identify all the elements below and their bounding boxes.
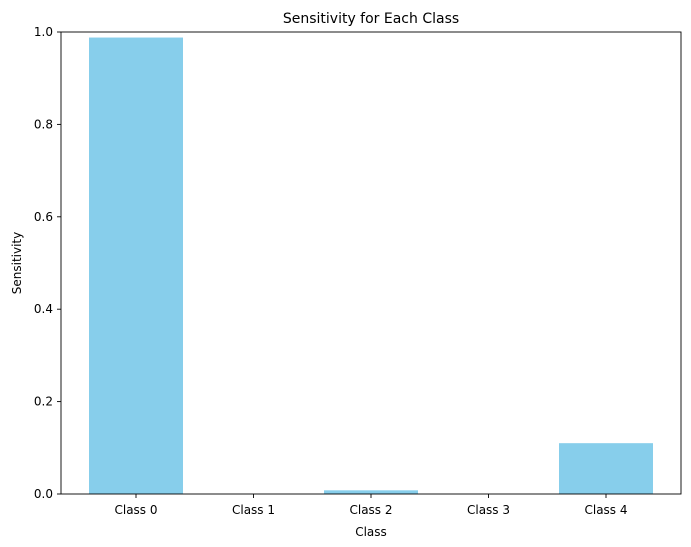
x-axis: Class 0 Class 1 Class 2 Class 3 Class 4	[114, 494, 628, 517]
y-tick-label: 1.0	[34, 25, 53, 39]
y-tick-label: 0.4	[34, 302, 53, 316]
x-axis-label: Class	[355, 525, 387, 539]
x-tick-label: Class 1	[232, 503, 275, 517]
bar-class-0	[89, 37, 183, 494]
bar-class-4	[559, 443, 653, 494]
y-tick-label: 0.0	[34, 487, 53, 501]
y-axis-label: Sensitivity	[10, 232, 24, 294]
x-tick-label: Class 4	[584, 503, 627, 517]
y-tick-label: 0.8	[34, 117, 53, 131]
y-axis: 0.0 0.2 0.4 0.6 0.8 1.0	[34, 25, 61, 501]
chart-title: Sensitivity for Each Class	[283, 11, 459, 27]
y-tick-label: 0.6	[34, 210, 53, 224]
x-tick-label: Class 0	[114, 503, 157, 517]
x-tick-label: Class 3	[467, 503, 510, 517]
y-tick-label: 0.2	[34, 395, 53, 409]
plot-area	[89, 37, 653, 494]
bar-class-2	[324, 490, 418, 494]
x-tick-label: Class 2	[349, 503, 392, 517]
